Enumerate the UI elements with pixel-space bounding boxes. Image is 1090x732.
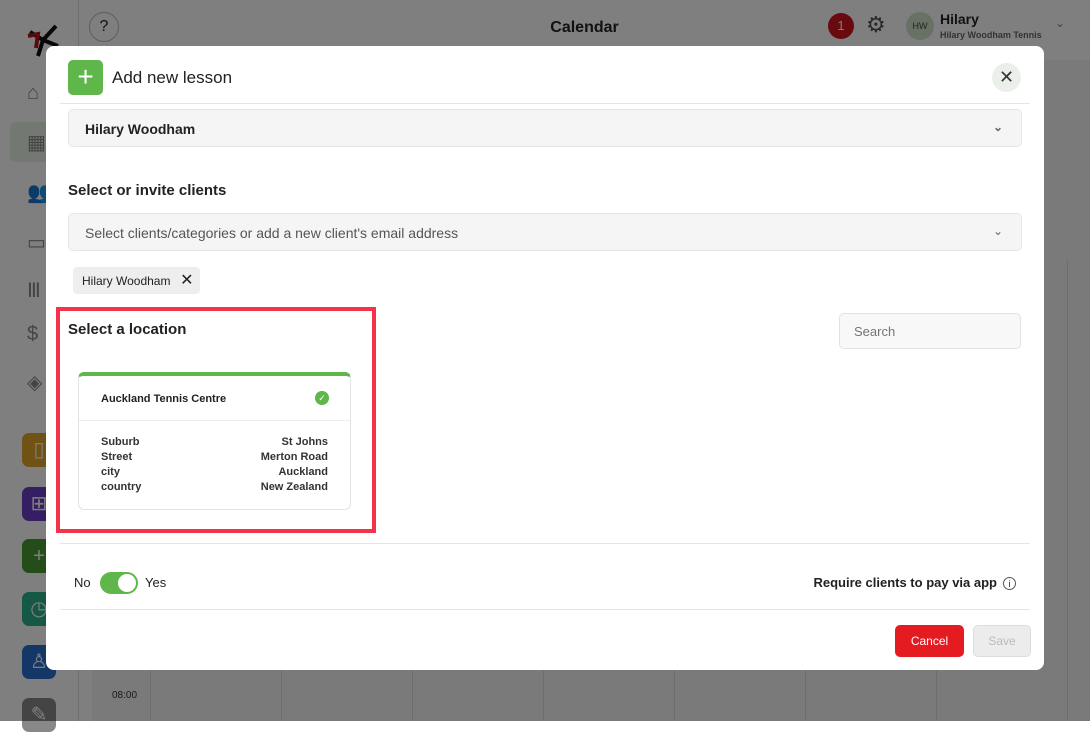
- field-label: country: [101, 481, 142, 493]
- field-value: New Zealand: [260, 481, 328, 493]
- cancel-button[interactable]: Cancel: [895, 625, 964, 657]
- location-field: city Auckland: [101, 466, 328, 478]
- location-field: Street Merton Road: [101, 451, 328, 463]
- client-chip: Hilary Woodham ✕: [73, 267, 201, 294]
- divider: [60, 543, 1030, 544]
- plus-icon: +: [68, 60, 103, 95]
- check-icon: ✓: [315, 391, 329, 405]
- field-label: Street: [101, 451, 133, 463]
- coach-value: Hilary Woodham: [85, 121, 196, 137]
- close-button[interactable]: ✕: [992, 63, 1021, 92]
- info-icon[interactable]: i: [1003, 577, 1016, 590]
- location-search-input[interactable]: [839, 313, 1021, 349]
- clients-select[interactable]: Select clients/categories or add a new c…: [68, 213, 1022, 251]
- divider: [60, 103, 1030, 104]
- chevron-down-icon: ⌄: [992, 120, 1003, 134]
- chevron-down-icon: ⌄: [992, 224, 1003, 238]
- pay-label-text: Require clients to pay via app: [813, 575, 998, 590]
- location-field: Suburb St Johns: [101, 436, 328, 448]
- field-label: Suburb: [101, 436, 140, 448]
- divider: [60, 609, 1030, 610]
- location-label: Select a location: [68, 321, 187, 338]
- clients-label: Select or invite clients: [68, 182, 227, 199]
- divider: [79, 420, 350, 421]
- field-value: Merton Road: [260, 451, 328, 463]
- location-name: Auckland Tennis Centre: [101, 393, 227, 405]
- field-value: Auckland: [278, 466, 328, 478]
- pay-via-app-toggle[interactable]: [100, 572, 138, 594]
- remove-client-icon[interactable]: ✕: [180, 272, 194, 289]
- location-highlight: [56, 307, 376, 533]
- field-label: city: [101, 466, 120, 478]
- toggle-on-label: Yes: [145, 575, 167, 590]
- add-lesson-modal: + Add new lesson ✕ Hilary Woodham ⌄ Selec…: [46, 46, 1044, 670]
- client-chip-label: Hilary Woodham: [82, 274, 171, 288]
- location-card[interactable]: Auckland Tennis Centre ✓ Suburb St Johns …: [78, 372, 351, 510]
- save-button[interactable]: Save: [973, 625, 1031, 657]
- toggle-off-label: No: [74, 575, 91, 590]
- field-value: St Johns: [281, 436, 328, 448]
- clients-placeholder: Select clients/categories or add a new c…: [85, 225, 459, 241]
- coach-select[interactable]: Hilary Woodham ⌄: [68, 109, 1022, 147]
- location-field: country New Zealand: [101, 481, 328, 493]
- modal-title: Add new lesson: [112, 68, 233, 87]
- pay-via-app-label: Require clients to pay via app i: [813, 575, 1016, 590]
